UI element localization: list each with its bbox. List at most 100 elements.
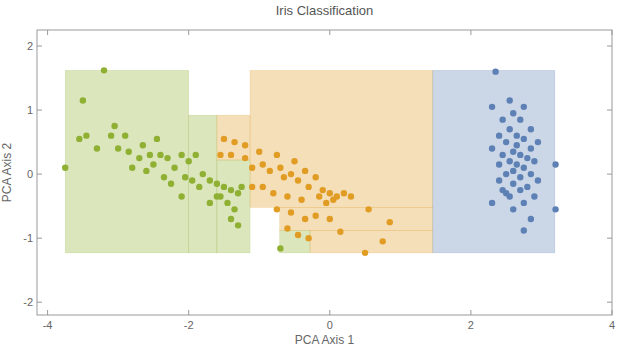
- tick-label: -4: [43, 319, 53, 331]
- point: [164, 155, 170, 161]
- point: [228, 216, 234, 222]
- point: [126, 148, 132, 154]
- point: [514, 132, 520, 138]
- point: [171, 164, 177, 170]
- point: [274, 206, 280, 212]
- point: [284, 193, 290, 199]
- point: [302, 168, 308, 174]
- point: [231, 206, 237, 212]
- point: [524, 184, 530, 190]
- point: [193, 152, 199, 158]
- point: [157, 152, 163, 158]
- point: [217, 152, 223, 158]
- tick: [612, 310, 613, 315]
- tick-label: 2: [27, 40, 33, 52]
- point: [249, 164, 255, 170]
- point: [514, 161, 520, 167]
- x-axis-label: PCA Axis 1: [295, 333, 355, 347]
- point: [531, 193, 537, 199]
- point: [517, 116, 523, 122]
- point: [327, 190, 333, 196]
- point: [510, 148, 516, 154]
- chart: Iris Classification-4-2024-2-1012PCA Axi…: [0, 0, 622, 350]
- point: [521, 200, 527, 206]
- tick: [607, 238, 612, 239]
- tick: [607, 174, 612, 175]
- point: [316, 193, 322, 199]
- point: [503, 190, 509, 196]
- frame: [37, 30, 612, 315]
- tick: [37, 110, 42, 111]
- tick: [607, 46, 612, 47]
- point: [214, 193, 220, 199]
- region: [280, 230, 310, 252]
- point: [178, 193, 184, 199]
- point: [284, 225, 290, 231]
- tick-label: -1: [23, 232, 33, 244]
- point: [552, 206, 558, 212]
- point: [380, 238, 386, 244]
- point: [312, 213, 318, 219]
- point: [277, 164, 283, 170]
- tick: [607, 302, 612, 303]
- point: [242, 142, 248, 148]
- point: [302, 216, 308, 222]
- point: [221, 136, 227, 142]
- point: [387, 219, 393, 225]
- tick: [188, 30, 189, 35]
- point: [168, 181, 174, 187]
- tick: [329, 30, 330, 35]
- point: [101, 67, 107, 73]
- point: [207, 200, 213, 206]
- point: [94, 145, 100, 151]
- point: [108, 132, 114, 138]
- point: [517, 187, 523, 193]
- region: [310, 230, 433, 252]
- point: [129, 164, 135, 170]
- point: [277, 245, 283, 251]
- tick: [329, 310, 330, 315]
- tick: [47, 310, 48, 315]
- point: [305, 235, 311, 241]
- point: [295, 177, 301, 183]
- point: [260, 161, 266, 167]
- point: [510, 168, 516, 174]
- point: [531, 158, 537, 164]
- tick-label: -2: [23, 296, 33, 308]
- region: [217, 115, 250, 160]
- point: [83, 132, 89, 138]
- point: [200, 171, 206, 177]
- point: [506, 97, 512, 103]
- tick: [37, 46, 42, 47]
- point: [528, 216, 534, 222]
- point: [185, 158, 191, 164]
- point: [489, 145, 495, 151]
- point: [492, 68, 498, 74]
- point: [496, 132, 502, 138]
- point: [503, 139, 509, 145]
- tick: [47, 30, 48, 35]
- axes: -4-2024-2-1012: [23, 30, 615, 331]
- point: [517, 174, 523, 180]
- point: [510, 181, 516, 187]
- point: [196, 184, 202, 190]
- point: [189, 177, 195, 183]
- tick: [37, 238, 42, 239]
- point: [235, 222, 241, 228]
- point: [238, 184, 244, 190]
- tick: [612, 30, 613, 35]
- point: [242, 155, 248, 161]
- point: [288, 171, 294, 177]
- point: [510, 110, 516, 116]
- point: [267, 168, 273, 174]
- y-axis-label: PCA Axis 2: [0, 143, 14, 203]
- point: [235, 190, 241, 196]
- tick: [607, 110, 612, 111]
- point: [489, 200, 495, 206]
- point: [115, 145, 121, 151]
- point: [362, 250, 368, 256]
- point: [231, 139, 237, 145]
- point: [76, 136, 82, 142]
- title: Iris Classification: [276, 3, 374, 18]
- series: [217, 136, 393, 256]
